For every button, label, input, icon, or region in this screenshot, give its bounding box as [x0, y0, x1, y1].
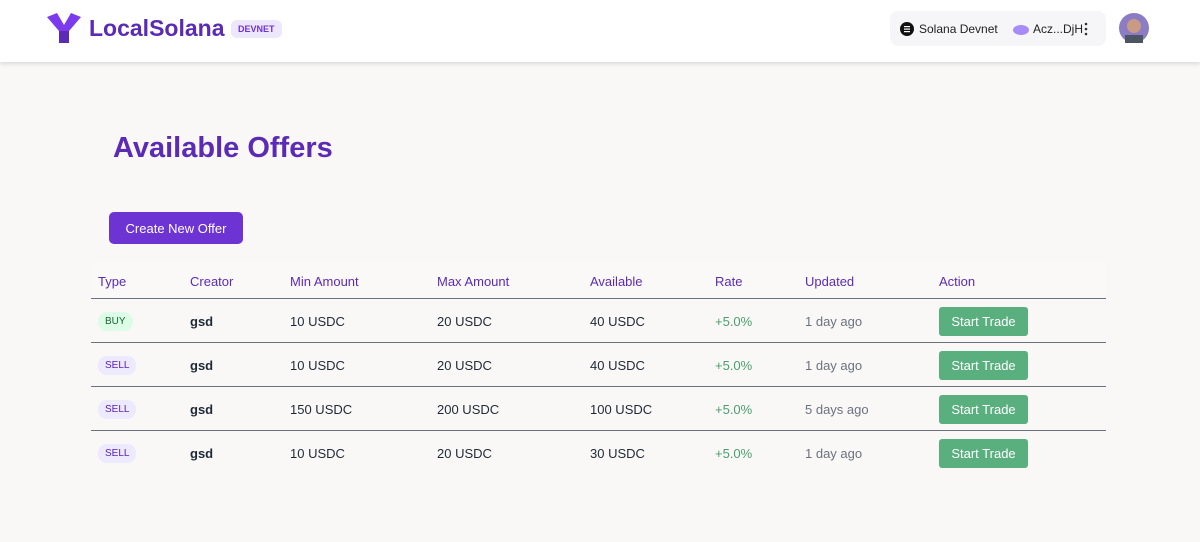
wallet-pill	[890, 11, 1106, 46]
type-badge: SELL	[98, 356, 137, 375]
cell: 1 day ago	[805, 314, 863, 329]
cell: +5.0%	[715, 358, 753, 373]
network-name[interactable]: Solana Devnet	[919, 22, 998, 36]
cell: +5.0%	[715, 402, 753, 417]
column-header: Rate	[715, 274, 743, 289]
brand[interactable]: LocalSolana	[89, 15, 225, 41]
offers-table: Type Creator Min Amount Max Amount Available…	[91, 263, 1106, 475]
start-trade-button[interactable]: Start Trade	[939, 395, 1028, 424]
cell: 1 day ago	[805, 358, 863, 373]
cell: +5.0%	[715, 446, 753, 461]
avatar[interactable]	[1119, 13, 1149, 43]
cell: 20 USDC	[437, 446, 492, 461]
menu-icon[interactable]	[1083, 22, 1089, 36]
offer-row: SELL gsd 10 USDC 20 USDC 30 USDC +5.0% 1 day a…	[91, 431, 1106, 475]
wallet-icon	[1013, 25, 1029, 35]
column-header: Creator	[190, 274, 234, 289]
type-badge: BUY	[98, 312, 133, 331]
cell: gsd	[190, 402, 214, 417]
type-badge: SELL	[98, 444, 137, 463]
start-trade-button[interactable]: Start Trade	[939, 351, 1028, 380]
page-title: Available Offers	[113, 132, 333, 164]
cell: 10 USDC	[290, 314, 345, 329]
cell: 10 USDC	[290, 358, 345, 373]
create-offer-button[interactable]: Create New Offer	[109, 212, 243, 244]
top-bar: LocalSolana DEVNET Solana Devnet Acz...D…	[0, 0, 1200, 62]
cell: 200 USDC	[437, 402, 500, 417]
type-badge: SELL	[98, 400, 137, 419]
column-header: Type	[98, 274, 127, 289]
offer-row: BUY gsd 10 USDC 20 USDC 40 USDC +5.0% 1 day ag…	[91, 299, 1106, 343]
start-trade-button[interactable]: Start Trade	[939, 307, 1028, 336]
cell: 1 day ago	[805, 446, 863, 461]
column-header: Min Amount	[290, 274, 359, 289]
column-header: Max Amount	[437, 274, 510, 289]
logo	[47, 13, 81, 43]
network-badge: DEVNET	[231, 20, 282, 38]
column-header: Available	[590, 274, 643, 289]
cell: 150 USDC	[290, 402, 353, 417]
cell: gsd	[190, 358, 214, 373]
cell: 20 USDC	[437, 358, 492, 373]
cell: +5.0%	[715, 314, 753, 329]
cell: gsd	[190, 314, 214, 329]
cell: 20 USDC	[437, 314, 492, 329]
start-trade-button[interactable]: Start Trade	[939, 439, 1028, 468]
cell: 40 USDC	[590, 358, 645, 373]
cell: 30 USDC	[590, 446, 645, 461]
offer-row: SELL gsd 150 USDC 200 USDC 100 USDC +5.0% 5 da…	[91, 387, 1106, 431]
cell: 10 USDC	[290, 446, 345, 461]
column-header: Action	[939, 274, 976, 289]
cell: 40 USDC	[590, 314, 645, 329]
offer-row: SELL gsd 10 USDC 20 USDC 40 USDC +5.0% 1 day a…	[91, 343, 1106, 387]
wallet-address[interactable]: Acz...DjH	[1033, 22, 1084, 36]
cell: 100 USDC	[590, 402, 653, 417]
cell: 5 days ago	[805, 402, 869, 417]
column-header: Updated	[805, 274, 855, 289]
solana-icon	[900, 22, 914, 36]
table-header: Type Creator Min Amount Max Amount Available…	[91, 263, 1106, 299]
cell: gsd	[190, 446, 214, 461]
